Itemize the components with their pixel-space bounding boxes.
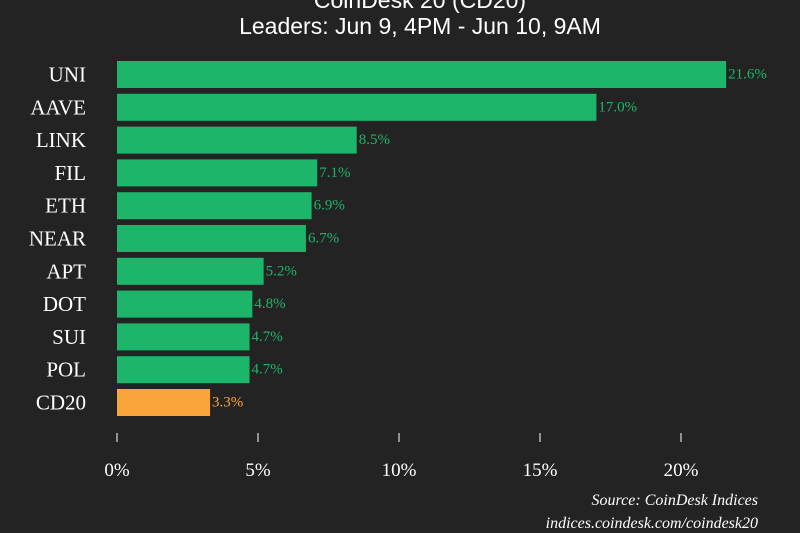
bar-cd20 [117,389,211,416]
x-tick-label-5: 5% [245,460,271,481]
value-label-cd20: 3.3% [212,395,243,411]
category-label-cd20: CD20 [36,391,86,415]
value-label-pol: 4.7% [252,362,283,378]
bar-apt [117,257,264,285]
category-label-link: LINK [36,128,86,152]
category-label-apt: APT [46,259,86,283]
value-label-near: 6.7% [308,231,339,247]
category-label-dot: DOT [43,292,86,316]
bar-sui [117,323,250,351]
bar-fil [117,159,318,187]
category-label-pol: POL [46,358,86,382]
x-tick-label-15: 15% [523,460,558,481]
value-label-eth: 6.9% [314,198,345,214]
value-label-fil: 7.1% [319,165,350,181]
bar-near [117,225,306,252]
x-tick-label-0: 0% [104,460,130,481]
value-label-aave: 17.0% [598,99,637,115]
category-label-fil: FIL [55,161,87,185]
bar-uni [117,61,727,88]
category-label-sui: SUI [52,325,86,349]
bar-link [117,126,357,154]
value-label-uni: 21.6% [728,67,767,83]
x-tick-label-20: 20% [664,460,699,481]
chart-subtitle: Leaders: Jun 9, 4PM - Jun 10, 9AM [239,13,601,39]
bars-layer: UNI 21.6% AAVE 17.0% LINK 8.5% FIL 7.1% ETH 6.9% N… [29,61,767,416]
x-tick-label-10: 10% [382,460,417,481]
bar-dot [117,290,253,318]
chart-title: CoinDesk 20 (CD20) [314,0,526,13]
source-line-2: indices.coindesk.com/coindesk20 [546,515,758,532]
value-label-link: 8.5% [359,132,390,148]
value-label-sui: 4.7% [252,329,283,345]
value-label-apt: 5.2% [266,263,297,279]
category-label-uni: UNI [49,63,86,87]
category-label-aave: AAVE [30,95,86,119]
x-axis: 0% 5% 10% 15% 20% [104,433,699,481]
bar-aave [117,93,597,121]
bar-eth [117,192,312,220]
category-label-eth: ETH [45,194,86,218]
value-label-dot: 4.8% [254,296,285,312]
source-line-1: Source: CoinDesk Indices [592,492,758,509]
bar-pol [117,356,250,384]
category-label-near: NEAR [29,227,86,251]
